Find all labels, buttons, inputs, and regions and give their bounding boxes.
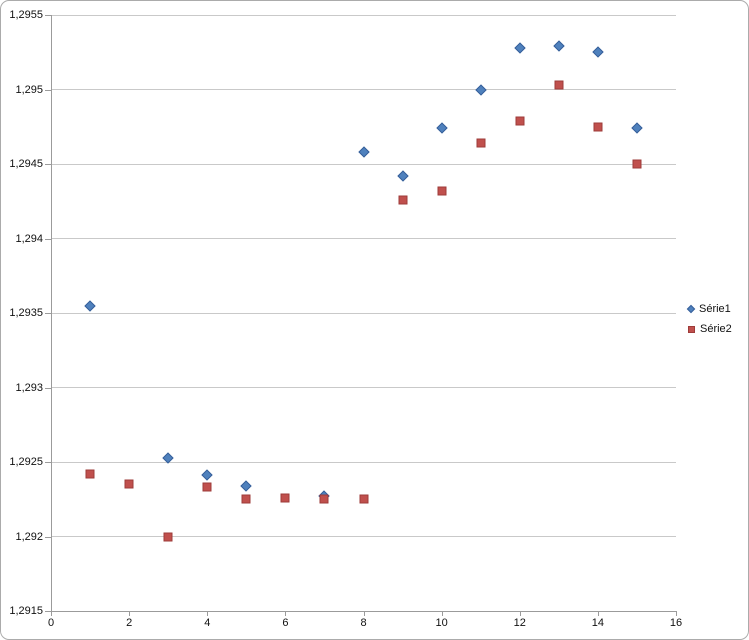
y-axis-tick xyxy=(45,313,51,314)
legend-item-serie1[interactable]: Série1 xyxy=(686,303,732,315)
x-axis-tick xyxy=(676,612,677,616)
x-axis-tick xyxy=(519,612,521,616)
plot-area xyxy=(51,14,676,611)
data-point-série1[interactable] xyxy=(553,40,565,52)
x-axis-tick xyxy=(51,612,52,616)
x-axis-tick xyxy=(129,612,131,616)
gridline xyxy=(51,89,676,90)
y-axis-tick xyxy=(45,89,51,91)
y-axis-tick-label: 1,295 xyxy=(15,83,43,96)
y-axis-tick xyxy=(45,238,51,240)
x-axis-tick xyxy=(597,612,599,616)
y-axis-tick xyxy=(45,387,51,389)
data-point-série1[interactable] xyxy=(240,480,252,492)
data-point-série1[interactable] xyxy=(631,122,643,134)
data-point-série1[interactable] xyxy=(435,122,448,134)
data-point-série2[interactable] xyxy=(515,116,525,126)
y-axis-tick-label: 1,294 xyxy=(15,232,43,245)
data-point-série2[interactable] xyxy=(593,122,603,132)
y-axis-tick xyxy=(45,462,51,463)
y-axis-tick-label: 1,2915 xyxy=(9,605,43,617)
gridline xyxy=(51,238,676,239)
y-axis-tick-label: 1,293 xyxy=(15,381,43,394)
legend-label-serie1: Série1 xyxy=(699,303,731,315)
x-axis-tick xyxy=(363,612,365,616)
gridline xyxy=(51,536,676,537)
legend: Série1 Série2 xyxy=(686,303,732,335)
data-point-série2[interactable] xyxy=(437,186,447,196)
x-axis-tick-label: 0 xyxy=(47,617,55,629)
data-point-série2[interactable] xyxy=(632,159,642,169)
x-axis-tick-label: 6 xyxy=(282,617,289,629)
data-point-série2[interactable] xyxy=(85,469,95,479)
data-point-série2[interactable] xyxy=(398,195,408,205)
data-point-série2[interactable] xyxy=(280,493,290,503)
x-axis-tick-label: 14 xyxy=(591,617,604,629)
gridline xyxy=(51,14,676,16)
x-axis-tick-label: 2 xyxy=(126,617,133,629)
x-axis-tick-label: 8 xyxy=(360,617,367,629)
x-axis-tick xyxy=(207,612,209,616)
x-axis-tick-label: 10 xyxy=(435,617,448,629)
legend-label-serie2: Série2 xyxy=(700,323,732,335)
data-point-série2[interactable] xyxy=(241,494,251,504)
y-axis-tick xyxy=(45,536,51,538)
y-axis-tick xyxy=(45,164,51,165)
serie2-square-icon xyxy=(688,325,695,333)
data-point-série1[interactable] xyxy=(84,299,96,312)
x-axis-tick xyxy=(285,612,287,616)
data-point-série2[interactable] xyxy=(319,494,329,504)
data-point-série2[interactable] xyxy=(554,80,564,90)
data-point-série2[interactable] xyxy=(476,138,486,148)
data-point-série1[interactable] xyxy=(592,46,604,58)
x-axis-tick-label: 12 xyxy=(513,617,526,629)
y-axis-tick-label: 1,2945 xyxy=(9,158,43,170)
y-axis-tick-label: 1,292 xyxy=(15,530,43,543)
x-axis-tick xyxy=(441,612,443,616)
data-point-série1[interactable] xyxy=(357,146,370,158)
data-point-série1[interactable] xyxy=(396,170,409,182)
y-axis-tick-label: 1,2935 xyxy=(9,307,43,319)
gridline xyxy=(51,387,676,388)
x-axis-line xyxy=(51,611,677,612)
gridline xyxy=(51,163,676,165)
serie1-diamond-icon xyxy=(686,304,696,314)
data-point-série2[interactable] xyxy=(202,482,212,492)
x-axis-tick-label: 16 xyxy=(669,617,683,629)
y-axis-tick xyxy=(45,611,51,612)
y-axis-tick-label: 1,2925 xyxy=(9,456,43,468)
y-axis-line xyxy=(51,15,52,612)
legend-item-serie2[interactable]: Série2 xyxy=(688,323,732,335)
data-point-série2[interactable] xyxy=(124,479,134,489)
x-axis-tick-label: 4 xyxy=(204,617,211,629)
y-axis-tick-label: 1,2955 xyxy=(9,9,43,21)
data-point-série1[interactable] xyxy=(475,83,487,96)
gridline xyxy=(51,312,676,314)
data-point-série2[interactable] xyxy=(163,532,173,541)
data-point-série2[interactable] xyxy=(359,494,368,504)
data-point-série1[interactable] xyxy=(201,469,213,482)
gridline xyxy=(51,461,676,463)
data-point-série1[interactable] xyxy=(514,42,526,54)
y-axis-tick xyxy=(45,15,51,16)
